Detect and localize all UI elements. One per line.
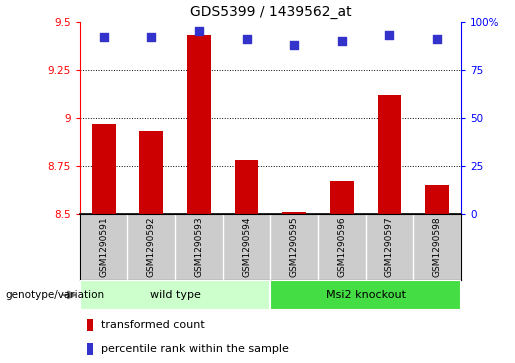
Point bbox=[385, 32, 393, 38]
Bar bbox=[88, 319, 93, 331]
Bar bbox=[377, 95, 401, 214]
Bar bbox=[282, 212, 306, 214]
Text: transformed count: transformed count bbox=[101, 320, 204, 330]
Bar bbox=[187, 35, 211, 214]
Text: GSM1290596: GSM1290596 bbox=[337, 216, 346, 277]
Bar bbox=[88, 343, 93, 355]
Bar bbox=[235, 160, 259, 214]
Text: percentile rank within the sample: percentile rank within the sample bbox=[101, 344, 289, 354]
Text: GSM1290592: GSM1290592 bbox=[147, 217, 156, 277]
Point bbox=[433, 36, 441, 42]
Point bbox=[99, 34, 108, 40]
Text: GSM1290594: GSM1290594 bbox=[242, 217, 251, 277]
Point bbox=[147, 34, 156, 40]
Bar bbox=[140, 131, 163, 214]
Point bbox=[290, 42, 298, 48]
Bar bbox=[80, 280, 270, 310]
Text: Msi2 knockout: Msi2 knockout bbox=[325, 290, 406, 300]
Bar bbox=[330, 182, 354, 214]
Bar bbox=[270, 280, 461, 310]
Point bbox=[338, 38, 346, 44]
Text: GSM1290597: GSM1290597 bbox=[385, 216, 394, 277]
Title: GDS5399 / 1439562_at: GDS5399 / 1439562_at bbox=[190, 5, 351, 19]
Text: GSM1290598: GSM1290598 bbox=[433, 216, 441, 277]
Text: GSM1290593: GSM1290593 bbox=[195, 216, 203, 277]
Text: genotype/variation: genotype/variation bbox=[5, 290, 104, 300]
Bar bbox=[425, 185, 449, 214]
Text: wild type: wild type bbox=[150, 290, 200, 300]
Text: GSM1290591: GSM1290591 bbox=[99, 216, 108, 277]
Bar bbox=[92, 124, 115, 214]
Point bbox=[243, 36, 251, 42]
Point bbox=[195, 28, 203, 34]
Text: GSM1290595: GSM1290595 bbox=[290, 216, 299, 277]
